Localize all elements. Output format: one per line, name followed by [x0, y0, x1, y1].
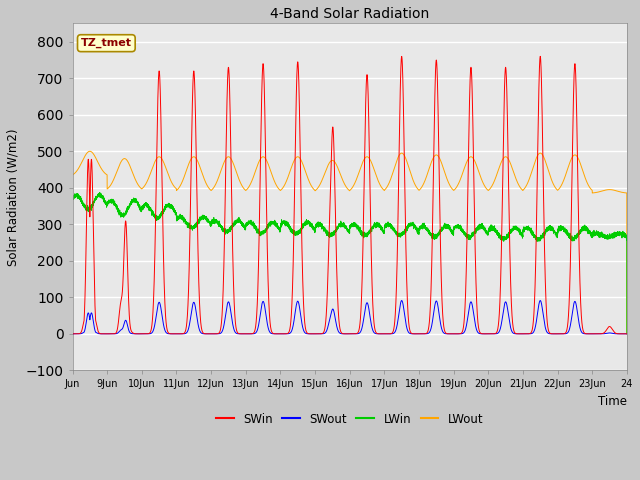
Y-axis label: Solar Radiation (W/m2): Solar Radiation (W/m2) — [7, 128, 20, 265]
Title: 4-Band Solar Radiation: 4-Band Solar Radiation — [270, 7, 429, 21]
X-axis label: Time: Time — [598, 395, 627, 408]
Legend: SWin, SWout, LWin, LWout: SWin, SWout, LWin, LWout — [211, 408, 488, 431]
Text: TZ_tmet: TZ_tmet — [81, 38, 132, 48]
